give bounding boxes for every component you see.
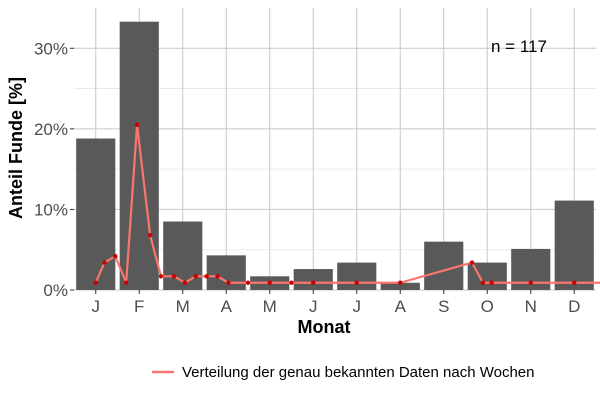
y-tick-label: 20%	[34, 120, 68, 139]
x-tick-label: J	[309, 297, 318, 316]
series-point-4	[124, 280, 129, 285]
bar-4	[206, 255, 246, 290]
series-point-24	[572, 280, 577, 285]
grid	[74, 8, 596, 291]
x-tick-label: J	[92, 297, 101, 316]
series-point-14	[245, 280, 251, 285]
series-point-22	[489, 280, 494, 285]
series-point-21	[480, 280, 486, 285]
x-tick-label: N	[525, 297, 537, 316]
series-point-6	[147, 233, 153, 238]
series-point-12	[215, 274, 220, 279]
sample-size-annotation: n = 117	[491, 37, 547, 56]
x-tick-label: M	[263, 297, 277, 316]
legend-label: Verteilung der genau bekannten Daten nac…	[182, 364, 535, 381]
series-point-11	[204, 274, 209, 279]
series-point-17	[311, 280, 316, 285]
y-tick-label: 0%	[43, 281, 68, 300]
bar-7	[337, 262, 377, 290]
y-axis-title: Anteil Funde [%]	[6, 77, 26, 219]
series-point-7	[158, 274, 164, 279]
series-point-10	[193, 274, 198, 279]
x-tick-label: S	[438, 297, 449, 316]
bar-8	[380, 282, 420, 290]
series-point-1	[93, 280, 98, 285]
x-tick-label: D	[568, 297, 580, 316]
series-point-23	[528, 280, 533, 285]
series-point-15	[267, 280, 272, 285]
y-ticks: 0% 10% 20% 30%	[34, 39, 74, 300]
series-point-2	[102, 260, 107, 265]
x-tick-label: F	[134, 297, 144, 316]
bar-6	[293, 269, 333, 290]
bar-12	[554, 200, 594, 290]
y-tick-label: 10%	[34, 200, 68, 219]
x-tick-label: A	[221, 297, 233, 316]
legend: Verteilung der genau bekannten Daten nac…	[152, 364, 535, 381]
bar-1	[76, 138, 116, 290]
series-point-13	[226, 280, 231, 285]
series-point-18	[354, 280, 359, 285]
series-point-8	[171, 274, 177, 279]
x-tick-label: A	[395, 297, 407, 316]
bar-3	[163, 221, 203, 290]
series-point-3	[113, 253, 118, 259]
x-tick-label: M	[176, 297, 190, 316]
series-point-5	[134, 122, 140, 128]
line-series	[93, 122, 600, 285]
series-point-20	[469, 260, 475, 265]
x-axis-title: Monat	[298, 317, 351, 337]
series-point-16	[289, 280, 294, 285]
x-tick-label: O	[481, 297, 494, 316]
y-tick-label: 30%	[34, 39, 68, 58]
series-point-19	[398, 280, 403, 285]
series-point-9	[182, 280, 188, 285]
x-tick-label: J	[353, 297, 362, 316]
